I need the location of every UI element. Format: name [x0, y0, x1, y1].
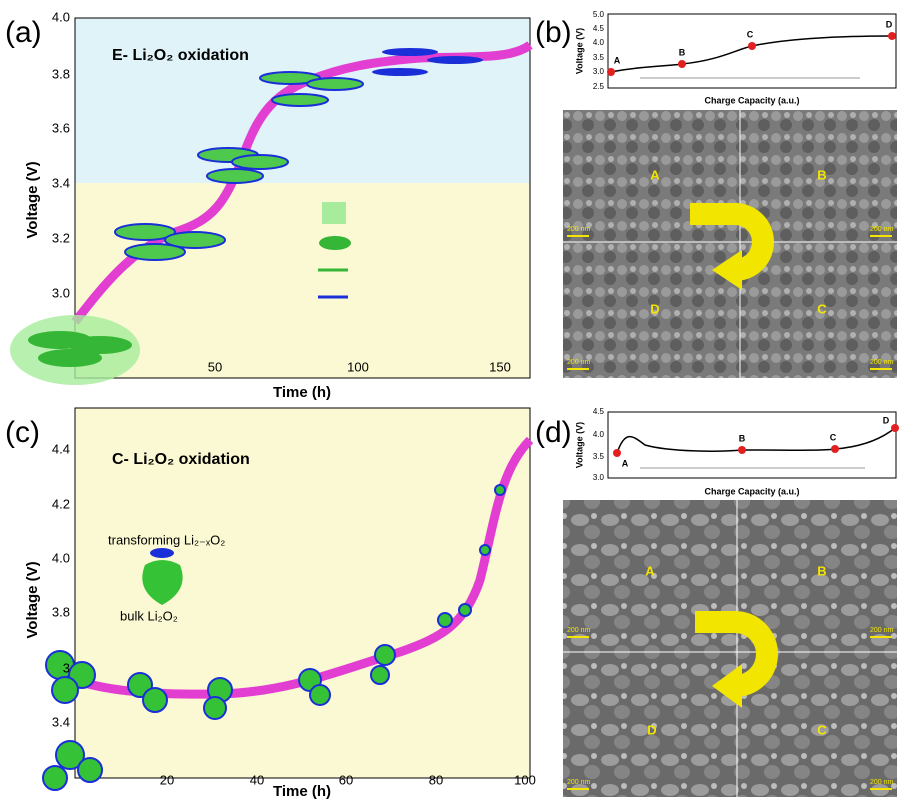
point-label: D — [886, 19, 893, 29]
x-tick-label: 150 — [489, 359, 511, 374]
y-axis-title: Voltage (V) — [574, 28, 584, 74]
points — [607, 32, 896, 76]
plot-frame — [607, 13, 897, 89]
y-tick-label: 5.0 — [593, 10, 605, 19]
y-tick-label: 4.5 — [593, 24, 605, 33]
icon-transforming — [150, 548, 174, 558]
x-axis-title: Time (h) — [273, 783, 331, 799]
particles — [42, 484, 506, 791]
y-tick-label: 4.4 — [52, 441, 70, 456]
plot-frame — [607, 411, 897, 479]
y-tick-label: 3 — [63, 660, 70, 675]
plot-frame — [74, 17, 531, 379]
point-label: A — [622, 458, 629, 468]
y-axis-title: Voltage (V) — [24, 561, 41, 638]
x-axis-title: Time (h) — [273, 384, 331, 401]
x-axis-title: Charge Capacity (a.u.) — [704, 95, 799, 105]
legend-icons — [318, 202, 351, 299]
panel-label: (d) — [535, 416, 572, 449]
platelets — [114, 71, 364, 261]
x-tick-label: 20 — [160, 772, 174, 787]
y-tick-label: 3.0 — [52, 285, 70, 300]
arrow — [695, 611, 778, 697]
x-tick-label: 100 — [514, 772, 536, 787]
y-axis-title: Voltage (V) — [574, 422, 584, 468]
image-label: B — [817, 563, 826, 578]
image-label: B — [817, 167, 826, 182]
x-tick-label: 100 — [347, 359, 369, 374]
y-tick-label: 3.4 — [52, 714, 70, 729]
y-tick-label: 3.5 — [593, 53, 605, 62]
transforming — [372, 48, 483, 76]
y-tick-label: 4.5 — [593, 407, 605, 416]
x-tick-label: 60 — [339, 772, 353, 787]
scale-bar-label: 200 nm — [567, 627, 591, 634]
scale-bar-label: 200 nm — [870, 779, 894, 786]
image-label: C — [817, 722, 827, 737]
arrow — [690, 203, 774, 281]
y-tick-label: 4.0 — [52, 9, 70, 24]
panel-label: (b) — [535, 16, 572, 49]
scale-bar-label: 200 nm — [870, 359, 894, 366]
panel-title: E- Li₂O₂ oxidation — [112, 47, 249, 64]
y-tick-label: 2.5 — [593, 82, 605, 91]
image-label: A — [650, 167, 660, 182]
annotation: transforming Li₂₋ₓO₂ — [108, 532, 225, 547]
point-label: C — [747, 29, 754, 39]
image-label: A — [645, 563, 655, 578]
y-tick-label: 4.2 — [52, 496, 70, 511]
annotation: bulk Li₂O₂ — [120, 608, 178, 623]
y-tick-label: 3.5 — [593, 452, 605, 461]
quadrant-lines — [563, 110, 897, 378]
points — [613, 424, 899, 457]
y-tick-label: 3.2 — [52, 230, 70, 245]
x-tick-label: 40 — [250, 772, 264, 787]
panel-label: (c) — [5, 416, 40, 449]
panel-b: (b) Charge Capacity (a.u.) Voltage (V) 5… — [535, 10, 897, 378]
image-label: D — [650, 301, 659, 316]
y-tick-label: 3.0 — [593, 67, 605, 76]
icon-bulk — [142, 560, 183, 605]
y-axis-title: Voltage (V) — [24, 161, 41, 238]
point-label: A — [614, 55, 621, 65]
panel-d: (d) Charge Capacity (a.u.) Voltage (V) 4… — [535, 407, 899, 797]
arrow-head — [712, 250, 742, 290]
panel-a: (a) E- Li₂O₂ oxidation Time (h) Voltage … — [5, 9, 533, 401]
point-label: C — [830, 432, 837, 442]
curve — [610, 35, 893, 73]
y-tick-label: 3.8 — [52, 66, 70, 81]
y-tick-label: 3.0 — [593, 473, 605, 482]
image-label: C — [817, 301, 827, 316]
scale-bar-label: 200 nm — [567, 226, 591, 233]
x-tick-label: 50 — [208, 359, 222, 374]
arrow-head — [712, 664, 742, 708]
plot-bg-lower — [75, 183, 530, 378]
quadrant-lines — [563, 500, 897, 797]
y-tick-label: 4.0 — [52, 550, 70, 565]
point-label: D — [883, 415, 890, 425]
point-label: B — [679, 47, 686, 57]
scale-bar-label: 200 nm — [870, 226, 894, 233]
x-axis-title: Charge Capacity (a.u.) — [704, 486, 799, 496]
y-tick-label: 4.0 — [593, 430, 605, 439]
y-tick-label: 4.0 — [593, 38, 605, 47]
x-tick-label: 80 — [429, 772, 443, 787]
image-label: D — [647, 722, 656, 737]
sem-image — [563, 110, 897, 378]
point-label: B — [739, 433, 746, 443]
panel-title: C- Li₂O₂ oxidation — [112, 451, 250, 468]
scale-bar-label: 200 nm — [567, 779, 591, 786]
panel-label: (a) — [5, 16, 42, 49]
panel-c: (c) C- Li₂O₂ oxidation transforming Li₂₋… — [5, 407, 536, 799]
sem-image — [563, 500, 897, 797]
y-tick-label: 3.8 — [52, 604, 70, 619]
scale-bar-label: 200 nm — [567, 359, 591, 366]
y-tick-label: 3.4 — [52, 175, 70, 190]
amorphous-cluster — [10, 315, 140, 385]
scale-bar-label: 200 nm — [870, 627, 894, 634]
y-tick-label: 3.6 — [52, 120, 70, 135]
